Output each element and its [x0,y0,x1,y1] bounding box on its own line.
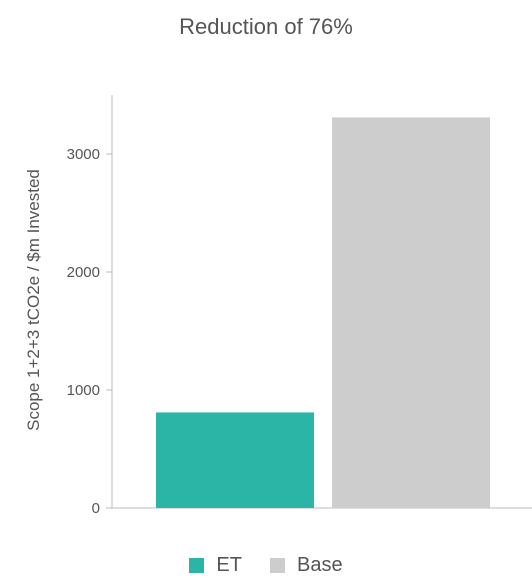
legend-label-et: ET [216,554,242,576]
legend-swatch-et [189,558,205,573]
y-axis-label: Scope 1+2+3 tCO2e / $m Invested [24,169,43,431]
bars [156,117,490,509]
y-tick-label: 1000 [67,382,100,399]
y-ticks: 0 1000 2000 3000 [67,146,112,517]
y-tick-label: 3000 [67,146,100,163]
legend-item-et[interactable]: ET [189,554,242,577]
y-tick-label: 0 [92,500,100,517]
legend-label-base: Base [296,554,343,576]
bar-et[interactable] [156,412,314,508]
legend-item-base[interactable]: Base [269,554,343,577]
legend-swatch-base [269,558,285,573]
y-tick-label: 2000 [67,264,100,281]
bar-base[interactable] [332,117,490,509]
legend: ET Base [0,554,532,577]
chart-title: Reduction of 76% [179,14,353,39]
